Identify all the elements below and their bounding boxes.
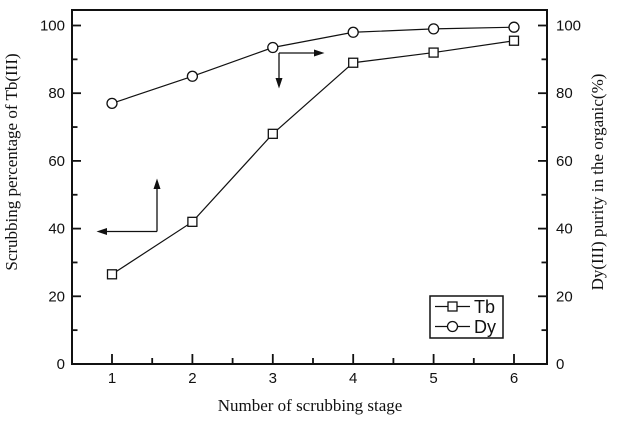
left-y-tick-label: 60	[48, 153, 65, 170]
x-tick-label: 3	[269, 370, 277, 387]
series-dy	[106, 21, 520, 110]
arrowhead-up-icon	[153, 178, 161, 189]
series-tb	[106, 35, 520, 280]
right-y-tick-label: 60	[556, 153, 573, 170]
data-point-circle	[427, 23, 440, 35]
right-y-axis-title: Dy(III) purity in the organic(%)	[588, 74, 607, 291]
x-tick-label: 6	[510, 370, 518, 387]
data-series	[106, 21, 520, 280]
right-axis-pointer-arrow	[275, 49, 325, 89]
data-point-square	[267, 128, 278, 139]
data-point-square	[187, 216, 198, 227]
left-axis-pointer-arrow	[96, 178, 161, 235]
data-point-square	[348, 57, 359, 68]
right-y-tick-label: 100	[556, 18, 581, 35]
data-point-circle	[267, 41, 279, 54]
data-point-circle	[508, 21, 520, 33]
legend: Tb Dy	[429, 295, 504, 339]
x-tick-label: 5	[429, 370, 437, 387]
right-y-tick-label: 80	[556, 85, 573, 102]
legend-box	[429, 295, 504, 339]
x-axis-title: Number of scrubbing stage	[218, 396, 403, 415]
left-y-tick-label: 40	[48, 221, 65, 238]
circle-marker-icon	[446, 320, 459, 333]
square-marker-icon	[447, 301, 458, 312]
left-y-tick-label: 80	[48, 85, 65, 102]
data-point-square	[106, 269, 118, 280]
arrowhead-left-icon	[96, 228, 107, 235]
left-y-tick-label: 0	[57, 356, 65, 373]
x-tick-label: 2	[188, 370, 196, 387]
right-y-tick-label: 40	[556, 221, 573, 238]
left-y-axis-title: Scrubbing percentage of Tb(III)	[2, 53, 21, 270]
left-y-tick-label: 20	[48, 288, 65, 305]
legend-item-tb: Tb	[435, 297, 495, 317]
legend-label-dy: Dy	[474, 317, 496, 337]
right-y-tick-label: 0	[556, 356, 564, 373]
arrowhead-down-icon	[275, 78, 283, 89]
plot-border	[71, 9, 548, 365]
data-point-square	[508, 35, 520, 46]
legend-item-dy: Dy	[435, 317, 496, 337]
series-line-dy	[111, 26, 515, 104]
legend-label-tb: Tb	[474, 297, 495, 317]
x-tick-label: 4	[349, 370, 357, 387]
axis-ticks	[73, 24, 546, 365]
left-y-tick-label: 100	[40, 18, 65, 35]
arrowhead-right-icon	[314, 49, 325, 57]
data-point-square	[428, 47, 439, 58]
data-point-circle	[106, 97, 118, 110]
x-tick-label: 1	[108, 370, 116, 387]
data-point-circle	[347, 26, 359, 38]
series-line-tb	[111, 40, 515, 275]
data-point-circle	[186, 70, 199, 82]
right-y-tick-label: 20	[556, 288, 573, 305]
